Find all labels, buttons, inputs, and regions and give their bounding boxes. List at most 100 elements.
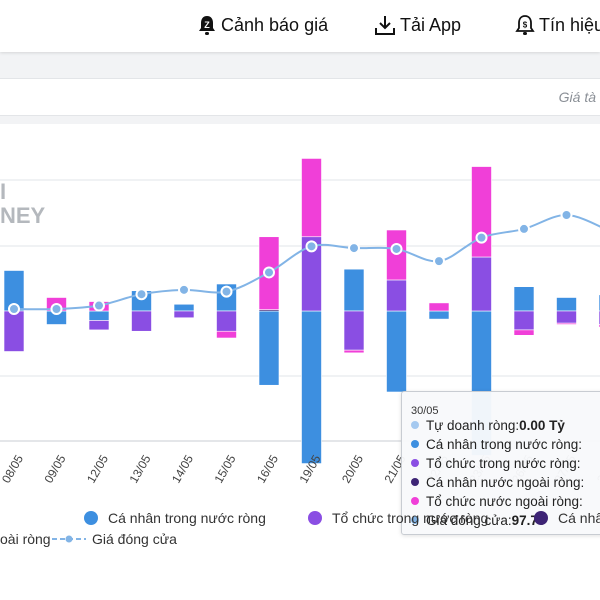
bar-org-foreign[interactable] [301, 158, 322, 238]
bar-org-domestic[interactable] [386, 279, 407, 312]
bar-personal-domestic[interactable] [513, 286, 535, 312]
price-alert-label: Cảnh báo giá [221, 14, 329, 35]
tooltip-label: Cá nhân trong nước ròng: [426, 436, 582, 452]
x-axis-tick-label: 14/05 [169, 452, 196, 485]
legend-close-price[interactable]: Giá đóng cửa [52, 531, 177, 547]
close-price-point[interactable] [475, 231, 488, 244]
bar-org-domestic[interactable] [556, 310, 577, 324]
bar-org-foreign[interactable] [343, 349, 365, 354]
x-axis-tick-label: 20/05 [339, 452, 366, 485]
chart-card: I NEY 08/05 09/05 12/05 13/05 14/05 15/05 16/0… [0, 124, 600, 600]
tooltip-marker [411, 440, 419, 448]
bar-personal-domestic[interactable] [301, 310, 322, 464]
close-price-point[interactable] [135, 288, 148, 301]
watermark-logo: I NEY [0, 180, 45, 228]
tooltip-label: Tổ chức trong nước ròng: [426, 455, 581, 471]
legend-label: Giá đóng cửa [92, 531, 177, 547]
bell-signal-icon: $ [515, 15, 535, 35]
bar-org-foreign[interactable] [513, 329, 535, 336]
legend-line-marker [52, 535, 86, 543]
bar-org-domestic[interactable] [216, 310, 237, 332]
bar-org-foreign[interactable] [216, 330, 237, 339]
info-bar-note: Giá tà [558, 89, 596, 105]
tooltip-value: 0.00 Tỷ [519, 417, 565, 433]
tooltip-row: Cá nhân trong nước ròng: [411, 435, 582, 453]
close-price-point[interactable] [50, 303, 63, 315]
watermark-line-1: I [0, 179, 7, 204]
tooltip-label: Giá đóng cửa: [426, 512, 512, 528]
collapsed-panel-edge [0, 52, 600, 60]
bar-org-domestic[interactable] [88, 320, 110, 331]
legend-marker [534, 511, 548, 525]
info-bar: Giá tà [0, 78, 600, 116]
tooltip-date: 30/05 [411, 405, 439, 417]
legend-label: Cá nhâ [558, 510, 600, 526]
bar-org-domestic[interactable] [513, 310, 535, 331]
bar-org-domestic[interactable] [131, 310, 152, 332]
download-app-link[interactable]: Tải App [374, 12, 461, 38]
legend-label: Tổ chức trong nước ròng [332, 510, 489, 526]
top-navigation-bar: Z Cảnh báo giá Tải App $ Tín hiệu [0, 0, 600, 52]
bar-org-foreign[interactable] [428, 302, 450, 312]
bell-alert-icon: Z [199, 16, 215, 35]
chart-tooltip: 30/05 Tự doanh ròng: 0.00 Tỷ Cá nhân tron… [401, 391, 600, 535]
x-axis-tick-label: 12/05 [84, 452, 111, 485]
x-axis-tick-label: 08/05 [0, 452, 26, 485]
signal-link[interactable]: $ Tín hiệu [515, 12, 600, 38]
legend-marker [308, 511, 322, 525]
price-alert-link[interactable]: Z Cảnh báo giá [197, 12, 328, 38]
money-flow-chart: 08/05 09/05 12/05 13/05 14/05 15/05 16/05 19/05… [0, 158, 600, 486]
watermark-line-2: NEY [0, 203, 46, 228]
svg-text:Z: Z [204, 20, 210, 30]
bar-personal-domestic[interactable] [428, 310, 450, 320]
legend-org-foreign[interactable]: oài ròng [0, 531, 51, 547]
legend-personal-domestic[interactable]: Cá nhân trong nước ròng [84, 510, 266, 526]
close-price-point[interactable] [390, 242, 403, 255]
close-price-point[interactable] [560, 209, 573, 221]
close-price-point[interactable] [8, 303, 20, 315]
x-axis-tick-label: 13/05 [126, 452, 153, 485]
close-price-point[interactable] [178, 283, 190, 296]
bar-org-domestic[interactable] [343, 310, 365, 351]
close-price-point[interactable] [348, 242, 360, 255]
tooltip-label: Tự doanh ròng: [426, 417, 520, 433]
close-price-point[interactable] [93, 299, 105, 312]
bar-personal-domestic[interactable] [88, 310, 110, 321]
legend-label: oài ròng [0, 531, 51, 547]
bar-personal-domestic[interactable] [343, 268, 365, 312]
bar-org-domestic[interactable] [173, 310, 195, 319]
tooltip-row: Cá nhân nước ngoài ròng: [411, 473, 584, 491]
legend-personal-foreign[interactable]: Cá nhâ [534, 510, 600, 526]
bar-org-domestic[interactable] [471, 256, 492, 312]
bar-personal-domestic[interactable] [258, 310, 280, 386]
bar-org-foreign[interactable] [386, 229, 407, 281]
close-price-point[interactable] [263, 266, 275, 279]
download-icon [375, 16, 395, 35]
svg-text:$: $ [523, 21, 528, 30]
tooltip-marker [411, 478, 419, 486]
tooltip-marker [411, 516, 419, 524]
tooltip-row: Tự doanh ròng: 0.00 Tỷ [411, 416, 565, 434]
bar-personal-domestic[interactable] [386, 310, 407, 393]
x-axis-tick-label: 15/05 [211, 452, 238, 485]
bar-personal-domestic[interactable] [556, 297, 577, 312]
legend-label: Cá nhân trong nước ròng [108, 510, 266, 526]
bar-org-domestic[interactable] [3, 310, 25, 352]
legend-org-domestic[interactable]: Tổ chức trong nước ròng [308, 510, 488, 526]
signal-label: Tín hiệu [539, 14, 600, 35]
tooltip-marker [411, 497, 419, 505]
legend-marker [84, 511, 98, 525]
close-price-point[interactable] [518, 222, 530, 235]
close-price-point[interactable] [433, 255, 445, 268]
tooltip-row: Tổ chức nước ngoài ròng: [411, 492, 583, 510]
close-price-point[interactable] [220, 285, 233, 298]
x-axis-tick-label: 09/05 [41, 452, 68, 485]
tooltip-row: Tổ chức trong nước ròng: [411, 454, 581, 472]
tooltip-label: Tổ chức nước ngoài ròng: [426, 493, 583, 509]
close-price-point[interactable] [305, 240, 318, 253]
bar-org-foreign[interactable] [556, 322, 577, 325]
bar-personal-domestic[interactable] [173, 303, 195, 312]
tooltip-label: Cá nhân nước ngoài ròng: [426, 474, 585, 490]
tooltip-marker [411, 459, 419, 467]
x-axis-tick-label: 16/05 [254, 452, 281, 485]
